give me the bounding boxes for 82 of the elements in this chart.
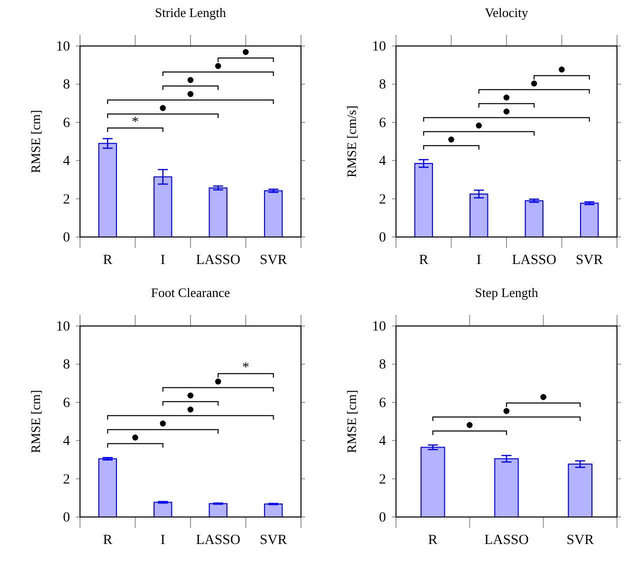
annotation: * [242, 360, 250, 376]
annotation: ● [242, 45, 250, 60]
y-tick-label: 8 [63, 358, 70, 373]
x-tick-label: R [428, 532, 438, 548]
x-tick-label: SVR [260, 532, 288, 548]
x-tick-label: LASSO [196, 252, 240, 268]
y-tick-label: 2 [379, 192, 386, 208]
annotation: ● [158, 101, 168, 116]
annotation: ● [502, 104, 511, 120]
chart-title: Stride Length [154, 5, 227, 20]
annotation: ● [447, 132, 456, 148]
y-tick-label: 6 [63, 396, 70, 411]
annotation: ● [214, 374, 222, 390]
y-tick-label: 2 [63, 192, 70, 208]
y-axis-title: RMSE [cm] [28, 110, 43, 174]
annotation: ● [530, 76, 538, 92]
y-tick-label: 6 [379, 396, 386, 411]
y-tick-label: 4 [63, 154, 70, 170]
annotation: ● [214, 59, 222, 74]
bar [98, 142, 117, 238]
x-tick-label: R [102, 252, 113, 268]
y-tick-label: 6 [63, 116, 70, 131]
y-axis-title: RMSE [cm] [28, 390, 43, 454]
bar [494, 458, 519, 518]
annotation: ● [558, 62, 566, 78]
annotation: * [132, 115, 139, 130]
annotation: ● [158, 416, 168, 432]
annotation: ● [502, 90, 511, 106]
annotation: ● [186, 402, 195, 418]
annotation: ● [131, 430, 140, 446]
y-tick-label: 0 [379, 230, 386, 246]
y-tick-label: 4 [379, 154, 386, 170]
bar [208, 187, 228, 238]
bar [470, 194, 488, 238]
chart-title: Foot Clearance [150, 285, 230, 300]
y-tick-label: 0 [63, 230, 70, 246]
y-tick-label: 10 [372, 319, 386, 334]
y-tick-label: 0 [63, 510, 70, 526]
bar [98, 458, 117, 518]
chart-title: Step Length [474, 285, 539, 300]
y-tick-label: 2 [63, 472, 70, 488]
y-tick-label: 10 [372, 39, 386, 54]
x-tick-label: R [418, 252, 429, 268]
x-tick-label: SVR [576, 252, 604, 268]
bar [208, 503, 228, 518]
x-tick-label: SVR [260, 252, 288, 268]
y-tick-label: 0 [379, 510, 386, 526]
annotation: ● [186, 388, 195, 404]
y-tick-label: 6 [379, 116, 386, 131]
y-tick-label: 2 [379, 472, 386, 488]
bar [568, 464, 592, 518]
bar [264, 190, 283, 238]
bar [154, 502, 172, 518]
bar [580, 202, 599, 238]
y-tick-label: 4 [63, 434, 70, 450]
y-tick-label: 8 [379, 358, 386, 373]
bar [420, 446, 446, 518]
x-tick-label: LASSO [484, 532, 529, 548]
chart-title: Velocity [484, 5, 529, 20]
bar [524, 200, 544, 238]
y-tick-label: 8 [63, 78, 70, 93]
y-axis-title: RMSE [cm/s] [344, 106, 359, 178]
bar [264, 504, 283, 518]
annotation: ● [186, 87, 195, 102]
x-tick-label: I [160, 532, 166, 548]
bar [414, 162, 433, 238]
x-tick-label: SVR [566, 532, 594, 548]
x-tick-label: LASSO [512, 252, 556, 268]
y-tick-label: 10 [56, 319, 70, 334]
y-tick-label: 8 [379, 78, 386, 93]
x-tick-label: LASSO [196, 532, 240, 548]
x-tick-label: I [160, 252, 166, 268]
annotation: ● [186, 73, 195, 88]
y-axis-title: RMSE [cm] [344, 390, 359, 454]
x-tick-label: I [476, 252, 482, 268]
annotation: ● [474, 118, 484, 134]
annotation: ● [502, 404, 511, 419]
x-tick-label: R [102, 532, 113, 548]
y-tick-label: 4 [379, 434, 386, 450]
annotation: ● [465, 418, 474, 433]
annotation: ● [539, 390, 548, 405]
y-tick-label: 10 [56, 39, 70, 54]
